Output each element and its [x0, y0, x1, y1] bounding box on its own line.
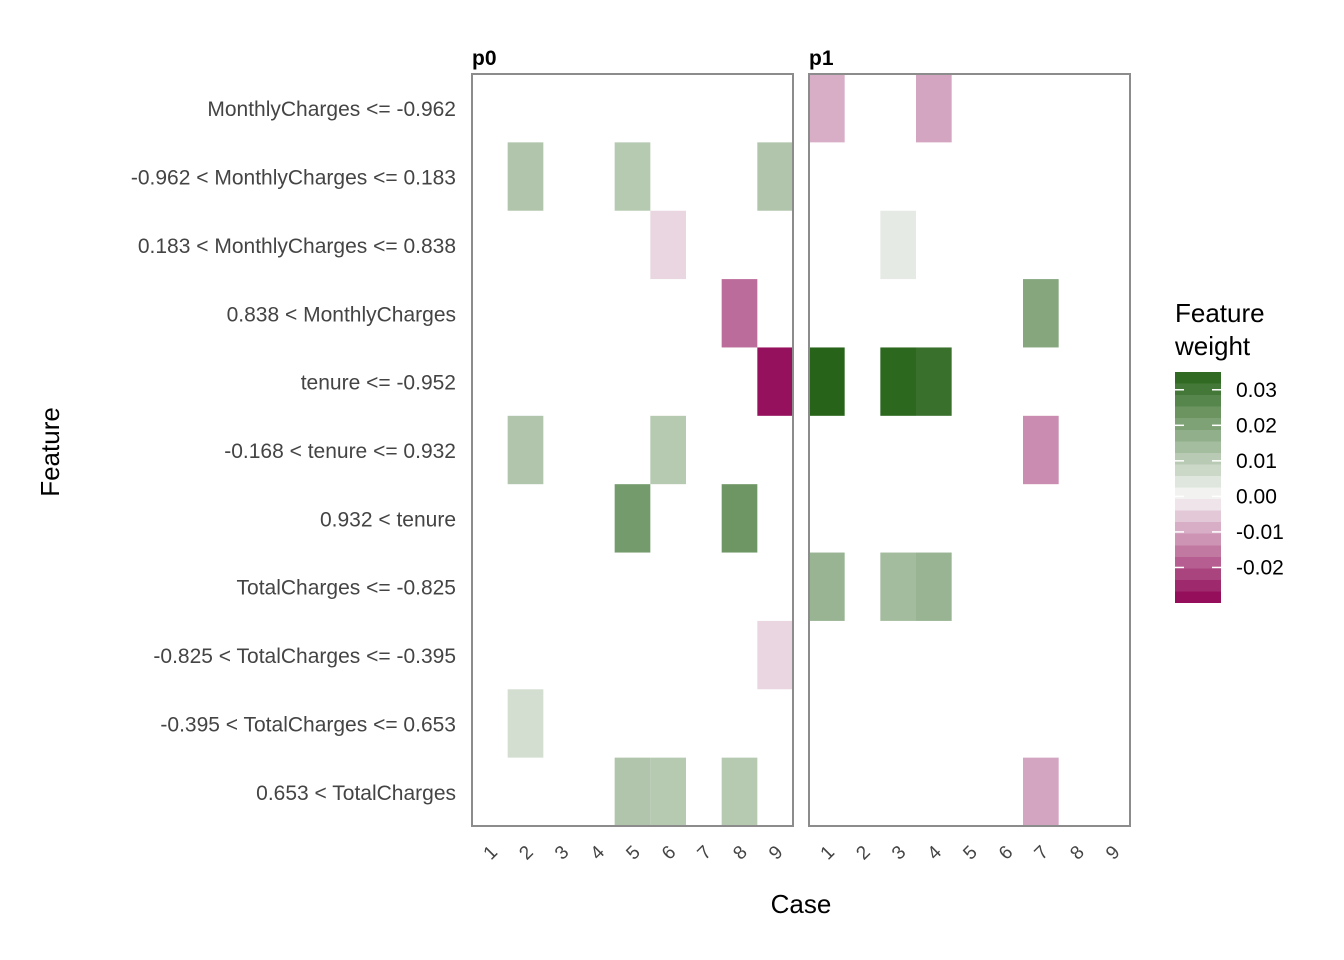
panel-p1: p1 1 2 3 4 5 6 7 8 9	[808, 47, 1131, 865]
heatmap-cell	[614, 142, 651, 211]
panel-strip-label: p1	[809, 47, 834, 70]
legend: Feature weight 0.03 0.02 0.01 0.00 -0.01 -0.0…	[1174, 298, 1284, 603]
heatmap-cell	[809, 74, 845, 143]
heatmap-cell	[916, 552, 952, 621]
case-tick-label: 3	[551, 842, 573, 864]
feature-axis-labels: MonthlyCharges <= -0.962 -0.962 < Monthly…	[131, 98, 456, 805]
legend-title-line-2: weight	[1174, 331, 1251, 361]
case-tick-label: 5	[959, 842, 981, 864]
legend-tick-label: 0.03	[1236, 379, 1277, 402]
heatmap-cell	[507, 142, 544, 211]
feature-label: 0.653 < TotalCharges	[256, 782, 456, 805]
case-tick-label: 4	[587, 842, 610, 865]
case-tick-label: 8	[729, 842, 751, 864]
case-tick-label: 6	[995, 842, 1017, 864]
legend-title-line-1: Feature	[1175, 298, 1265, 328]
heatmap-cell	[721, 757, 758, 826]
case-tick-label: 4	[924, 842, 947, 865]
heatmap-cell	[880, 210, 916, 280]
heatmap-cell	[757, 142, 793, 211]
case-tick-label: 9	[1102, 842, 1124, 864]
feature-label: TotalCharges <= -0.825	[237, 577, 456, 600]
heatmap-cell	[650, 210, 686, 280]
case-tick-label: 6	[658, 842, 680, 864]
case-tick-label: 7	[694, 842, 716, 864]
feature-label: 0.183 < MonthlyCharges <= 0.838	[138, 235, 456, 258]
heatmap-cell	[916, 74, 952, 143]
legend-ticks: 0.03 0.02 0.01 0.00 -0.01 -0.02	[1175, 379, 1284, 579]
case-tick-label: 7	[1031, 842, 1053, 864]
case-tick-label: 1	[817, 842, 839, 864]
feature-label: 0.932 < tenure	[320, 508, 456, 531]
heatmap-cell	[721, 279, 758, 348]
heatmap-cell	[721, 484, 758, 553]
feature-label: MonthlyCharges <= -0.962	[207, 98, 456, 121]
legend-tick-label: 0.02	[1236, 414, 1277, 437]
heatmap-cell	[880, 347, 916, 416]
case-tick-label: 5	[622, 842, 644, 864]
legend-tick-label: 0.01	[1236, 450, 1277, 473]
legend-tick-label: -0.01	[1236, 521, 1284, 544]
heatmap-cell	[1023, 415, 1059, 485]
heatmap-cell	[650, 757, 686, 826]
panel-p0: p0 1 2 3 4 5 6 7 8 9	[471, 47, 794, 865]
case-tick-label: 2	[515, 842, 537, 864]
case-tick-label: 1	[480, 842, 502, 864]
feature-label: tenure <= -0.952	[301, 372, 456, 395]
feature-label: -0.825 < TotalCharges <= -0.395	[153, 645, 456, 668]
heatmap-cell	[507, 415, 544, 485]
heatmap-cell	[614, 757, 651, 826]
feature-label: -0.395 < TotalCharges <= 0.653	[160, 713, 456, 736]
panel-strip-label: p0	[472, 47, 497, 70]
heatmap-cell	[1023, 757, 1059, 826]
feature-label: 0.838 < MonthlyCharges	[227, 303, 456, 326]
heatmap-cell	[757, 620, 793, 690]
case-tick-label: 2	[852, 842, 874, 864]
legend-color-bar	[1175, 372, 1221, 603]
x-axis-title: Case	[771, 889, 832, 919]
heatmap-cell	[757, 347, 793, 416]
heatmap-cell	[650, 415, 686, 485]
heatmap-cell	[507, 689, 544, 758]
heatmap-cell	[880, 552, 916, 621]
case-tick-label: 8	[1066, 842, 1088, 864]
heatmap-cell	[809, 552, 845, 621]
y-axis-title: Feature	[35, 407, 65, 497]
feature-label: -0.168 < tenure <= 0.932	[224, 440, 456, 463]
heatmap-cell	[809, 347, 845, 416]
case-tick-label: 9	[765, 842, 787, 864]
feature-label: -0.962 < MonthlyCharges <= 0.183	[131, 167, 456, 190]
case-tick-label: 3	[888, 842, 910, 864]
legend-tick-label: -0.02	[1236, 556, 1284, 579]
legend-tick-label: 0.00	[1236, 485, 1277, 508]
heatmap-cell	[1023, 279, 1059, 348]
panel-border	[808, 73, 1131, 827]
panel-border	[471, 73, 794, 827]
heatmap-cell	[916, 347, 952, 416]
heatmap-cell	[614, 484, 651, 553]
